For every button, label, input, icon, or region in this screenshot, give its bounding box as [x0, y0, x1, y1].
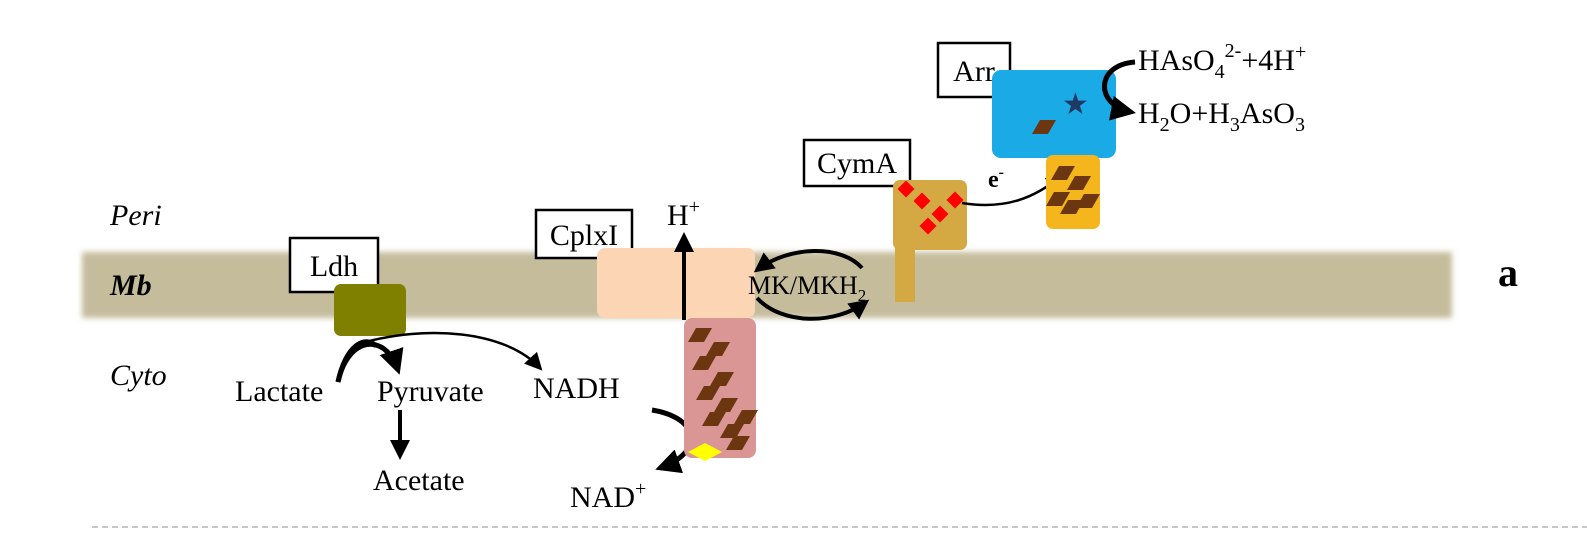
nad-plus-label: NAD+ [570, 478, 646, 514]
arsenite-label: H2O+H3AsO3 [1138, 97, 1305, 136]
fe-s-cluster [726, 436, 750, 450]
cyma-membrane-anchor [895, 230, 915, 302]
arr-catalytic-subunit [992, 70, 1116, 158]
fe-s-cluster [1076, 194, 1100, 208]
lactate-curve-arrow [335, 339, 378, 383]
arr-fe-s-clusters [1032, 120, 1100, 214]
cyma-heme-groups [897, 180, 964, 235]
fe-s-cluster [714, 398, 738, 412]
electron-label: e- [988, 164, 1004, 193]
fe-s-cluster [710, 372, 734, 386]
fe-s-cluster [720, 424, 744, 438]
fe-s-cluster [692, 356, 716, 370]
complex-i-label: CplxI [550, 219, 618, 252]
proton-label: H+ [667, 196, 700, 232]
fe-s-cluster [696, 386, 720, 400]
ldh-label: Ldh [310, 250, 358, 283]
heme-group [931, 205, 949, 223]
heme-group [913, 192, 931, 210]
fe-s-cluster [702, 412, 726, 426]
cyma-label-box [802, 138, 912, 188]
heme-group [946, 191, 964, 209]
periplasm-label: Peri [109, 199, 162, 232]
complex-i-membrane-domain [597, 248, 755, 318]
fe-s-cluster [1046, 192, 1070, 206]
acetate-label: Acetate [373, 464, 465, 497]
heme-group [897, 180, 915, 198]
arr-label: Arr [953, 55, 995, 88]
molybdenum-cofactor-star: ★ [1062, 87, 1089, 122]
fe-s-cluster [1051, 166, 1075, 180]
ldh-protein [334, 284, 406, 336]
ldh-label-box [288, 236, 380, 294]
panel-letter: a [1498, 250, 1518, 295]
cyma-label: CymA [817, 147, 897, 180]
menaquinone-label: MK/MKH2 [748, 271, 866, 305]
fe-s-cluster [1060, 200, 1084, 214]
lactate-label: Lactate [235, 375, 323, 408]
fe-s-cluster [1067, 176, 1091, 190]
fe-s-cluster [706, 342, 730, 356]
complex-i-fe-s-clusters [688, 328, 758, 450]
heme-group [919, 217, 937, 235]
fe-s-cluster [688, 328, 712, 342]
membrane-label: Mb [109, 269, 152, 302]
nad-to-nadh-arrow [361, 331, 543, 371]
arsenate-reduction-arrow [1102, 59, 1136, 121]
fmn-cofactor [688, 443, 722, 461]
fe-s-cluster [1032, 120, 1056, 134]
pyruvate-label: Pyruvate [377, 375, 484, 408]
menaquinone-cycle-upper-arrow [753, 249, 864, 273]
nadh-label: NADH [533, 372, 620, 405]
arsenate-label: HAsO42-+4H+ [1138, 40, 1306, 83]
cytoplasm-label: Cyto [110, 359, 167, 392]
menaquinone-cycle-lower-arrow [755, 296, 870, 321]
fe-s-cluster [734, 410, 758, 424]
